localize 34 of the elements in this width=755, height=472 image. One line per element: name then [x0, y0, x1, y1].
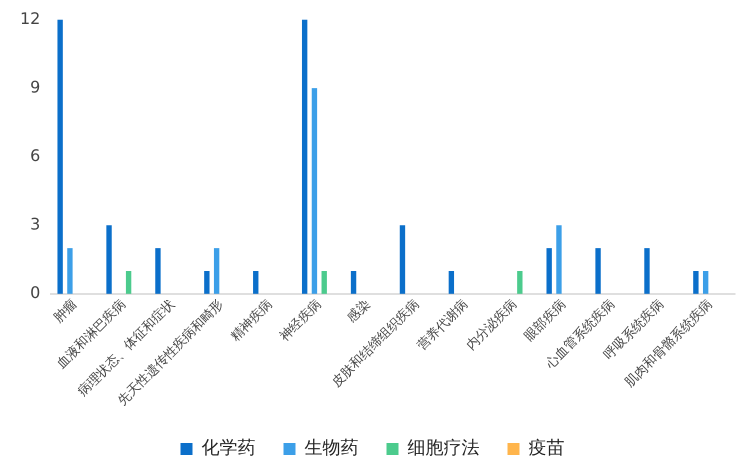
legend-label: 细胞疗法 [408, 438, 480, 459]
bar [400, 225, 406, 294]
bar [546, 248, 552, 294]
bar [693, 271, 699, 294]
y-tick-label: 6 [30, 146, 40, 165]
x-tick-label: 肿瘤 [50, 296, 80, 326]
bar [448, 271, 454, 294]
x-tick-label: 神经疾病 [277, 296, 325, 344]
bar [302, 20, 308, 294]
y-tick-label: 0 [30, 283, 40, 302]
x-tick-label: 精神疾病 [228, 296, 276, 344]
legend-label: 生物药 [304, 438, 358, 459]
bar [106, 225, 112, 294]
legend-label: 化学药 [202, 438, 256, 459]
bar [517, 271, 523, 294]
bar [350, 271, 356, 294]
x-tick-label: 感染 [344, 296, 374, 326]
bar [253, 271, 258, 294]
bar [57, 20, 63, 294]
bar [595, 248, 601, 294]
bar [702, 271, 708, 294]
bar [126, 271, 132, 294]
bar [322, 271, 327, 294]
bar [556, 225, 562, 294]
legend-label: 疫苗 [528, 438, 564, 459]
bar [312, 88, 318, 294]
bar [67, 248, 73, 294]
y-tick-label: 3 [30, 214, 40, 234]
bar [644, 248, 650, 294]
bar [214, 248, 220, 294]
y-tick-label: 9 [30, 77, 40, 96]
bar [204, 271, 210, 294]
bar [155, 248, 161, 294]
y-tick-label: 12 [20, 8, 40, 28]
